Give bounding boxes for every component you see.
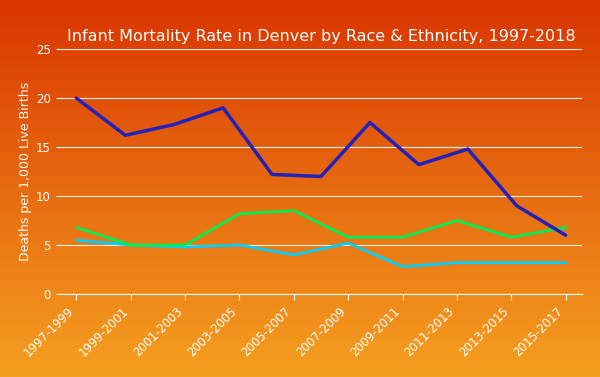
White/Hispanic	[181, 243, 188, 247]
Black/African American	[73, 96, 80, 100]
Line: Black/African American: Black/African American	[76, 98, 566, 235]
White/Hispanic	[399, 235, 406, 239]
White/Non-Hispanic	[127, 243, 134, 247]
Black/African American	[220, 106, 227, 110]
White/Hispanic	[508, 235, 515, 239]
White/Hispanic	[454, 218, 461, 223]
White/Non-Hispanic	[344, 241, 352, 245]
Black/African American	[464, 147, 472, 151]
Line: White/Hispanic: White/Hispanic	[76, 211, 566, 245]
White/Non-Hispanic	[290, 253, 298, 257]
White/Non-Hispanic	[508, 261, 515, 265]
Black/African American	[562, 233, 569, 238]
White/Hispanic	[73, 225, 80, 230]
White/Non-Hispanic	[562, 261, 569, 265]
White/Non-Hispanic	[399, 264, 406, 269]
White/Hispanic	[344, 235, 352, 239]
Black/African American	[367, 120, 374, 125]
White/Hispanic	[562, 225, 569, 230]
Black/African American	[513, 204, 520, 208]
Black/African American	[268, 172, 275, 177]
White/Hispanic	[290, 208, 298, 213]
White/Non-Hispanic	[236, 243, 243, 247]
Black/African American	[317, 174, 325, 179]
White/Non-Hispanic	[73, 238, 80, 242]
White/Non-Hispanic	[181, 245, 188, 249]
Black/African American	[122, 133, 129, 138]
Black/African American	[170, 122, 178, 127]
Title: Infant Mortality Rate in Denver by Race & Ethnicity, 1997-2018: Infant Mortality Rate in Denver by Race …	[67, 29, 575, 44]
Line: White/Non-Hispanic: White/Non-Hispanic	[76, 240, 566, 267]
White/Hispanic	[236, 211, 243, 216]
White/Non-Hispanic	[454, 261, 461, 265]
White/Hispanic	[127, 243, 134, 247]
Black/African American	[415, 162, 422, 167]
Y-axis label: Deaths per 1,000 Live Births: Deaths per 1,000 Live Births	[19, 82, 32, 261]
